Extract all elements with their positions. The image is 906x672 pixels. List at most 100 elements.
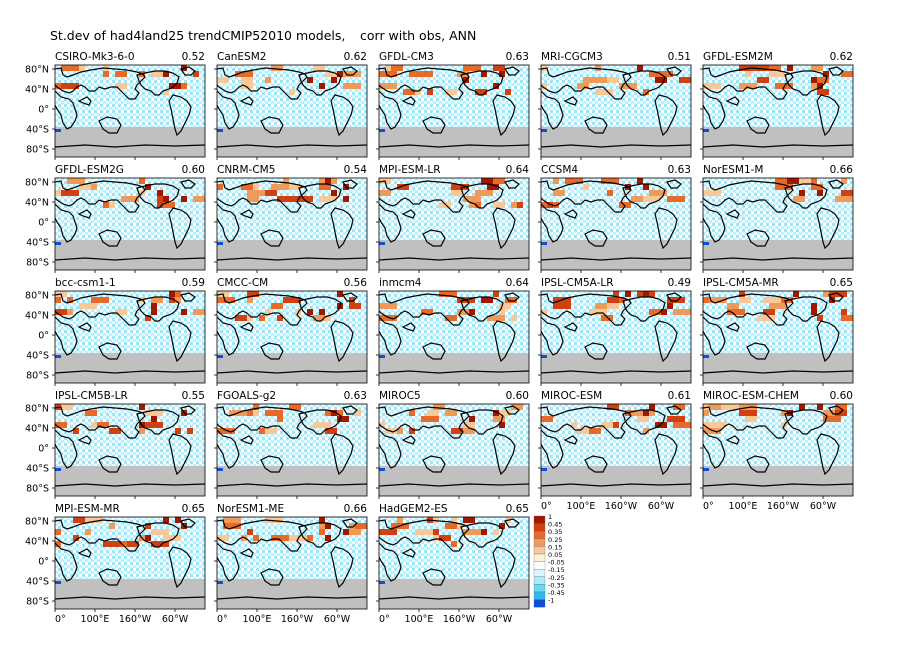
lat-tick-label: 80°N [25,178,49,189]
colorbar-swatch [533,576,546,585]
panel-frame [54,516,206,610]
lon-tick-label: 0° [541,501,552,512]
lon-tick-label: 0° [703,501,714,512]
model-panel: CNRM-CM5 0.54 [214,164,368,273]
model-name: MIROC5 [379,390,421,402]
model-panel: IPSL-CM5A-MR 0.65 [700,277,854,386]
map-field [217,517,367,609]
map-field [379,65,529,157]
map-field [217,65,367,157]
model-corr: 0.60 [830,390,853,402]
map-field [55,178,205,270]
model-panel: HadGEM2-ES 0.65 [376,503,530,612]
lat-tick-label: 40°S [26,351,49,362]
colorbar-swatch [533,546,546,555]
lat-tick-label: 80°N [25,291,49,302]
map-field [379,517,529,609]
model-panel: CMCC-CM 0.56 [214,277,368,386]
colorbar-label: -0.35 [548,581,565,589]
lat-tick-label: 40°S [26,238,49,249]
colorbar-label: 1 [548,513,552,521]
colorbar-swatch [533,569,546,577]
model-panel: FGOALS-g2 0.63 [214,390,368,499]
model-name: CCSM4 [541,164,578,176]
lat-tick-label: 40°N [25,85,49,96]
colorbar-swatch [533,553,546,562]
lat-tick-label: 40°N [25,198,49,209]
colorbar-label: -1 [548,597,554,605]
colorbar-label: 0.05 [548,551,562,559]
colorbar-swatch [533,523,546,532]
model-corr: 0.66 [830,164,854,176]
map-field [55,404,205,496]
model-corr: 0.49 [668,277,691,289]
model-name: CSIRO-Mk3-6-0 [55,51,135,63]
lon-tick-label: 0° [55,614,66,625]
panel-frame [378,177,530,271]
model-panel: IPSL-CM5B-LR 0.55 [52,390,206,499]
lon-tick-label: 100°E [81,614,110,625]
model-name: bcc-csm1-1 [55,277,116,289]
map-field [55,65,205,157]
model-name: NorESM1-ME [217,503,284,515]
model-name: IPSL-CM5A-MR [703,277,779,289]
colorbar-label: 0.45 [548,521,562,529]
model-name: IPSL-CM5A-LR [541,277,614,289]
colorbar-swatch [533,538,546,547]
map-field [379,178,529,270]
model-name: MIROC-ESM [541,390,602,402]
panel-frame [378,403,530,497]
model-name: IPSL-CM5B-LR [55,390,128,402]
model-panel: IPSL-CM5A-LR 0.49 [538,277,692,386]
model-name: GFDL-ESM2G [55,164,124,176]
colorbar-swatch [533,561,546,570]
model-panel: NorESM1-M 0.66 [700,164,854,273]
model-name: GFDL-ESM2M [703,51,773,63]
colorbar-label: 0.25 [548,536,562,544]
map-field [379,404,529,496]
model-corr: 0.65 [182,503,205,515]
panel-frame [378,64,530,158]
lon-tick-label: 160°W [767,501,800,512]
lon-tick-label: 160°W [605,501,638,512]
longitude-axes: 0° 100°E 160°W 60°W 0° 100°E 160°W 60°W 0° 100°E 1… [55,501,837,625]
lon-tick-label: 160°W [119,614,152,625]
lon-tick-label: 60°W [486,614,513,625]
model-corr: 0.63 [668,164,691,176]
map-field [217,178,367,270]
model-panel: GFDL-ESM2M 0.62 [700,51,854,160]
panel-frame [216,516,368,610]
model-panel: MIROC-ESM 0.61 [538,390,692,499]
lon-tick-label: 60°W [648,501,675,512]
figure-subtitle: corr with obs, ANN [360,28,476,43]
lon-tick-label: 0° [217,614,228,625]
lon-tick-label: 60°W [162,614,189,625]
lon-tick-label: 100°E [729,501,758,512]
lat-tick-label: 0° [38,444,49,455]
lon-tick-label: 160°W [281,614,314,625]
lat-tick-label: 80°N [25,517,49,528]
model-name: CNRM-CM5 [217,164,275,176]
panel-frame [540,64,692,158]
map-field [541,65,691,157]
model-corr: 0.61 [668,390,691,402]
panel-frame [378,290,530,384]
panel-frame [216,403,368,497]
map-field [55,291,205,383]
colorbar-label: -0.25 [548,574,565,582]
map-field [703,65,853,157]
colorbar-swatch [533,531,546,539]
panel-frame [54,290,206,384]
colorbar: 10.450.350.250.150.05-0.05-0.15-0.25-0.3… [533,513,565,608]
colorbar-label: -0.15 [548,566,565,574]
colorbar-swatch [533,584,546,593]
model-corr: 0.62 [344,51,367,63]
model-name: NorESM1-M [703,164,763,176]
model-panel: MPI-ESM-LR 0.64 [376,164,530,273]
model-panel: inmcm4 0.64 [376,277,530,386]
model-name: HadGEM2-ES [379,503,448,515]
lat-tick-label: 40°S [26,125,49,136]
lat-tick-label: 40°N [25,537,49,548]
panel-frame [702,290,854,384]
